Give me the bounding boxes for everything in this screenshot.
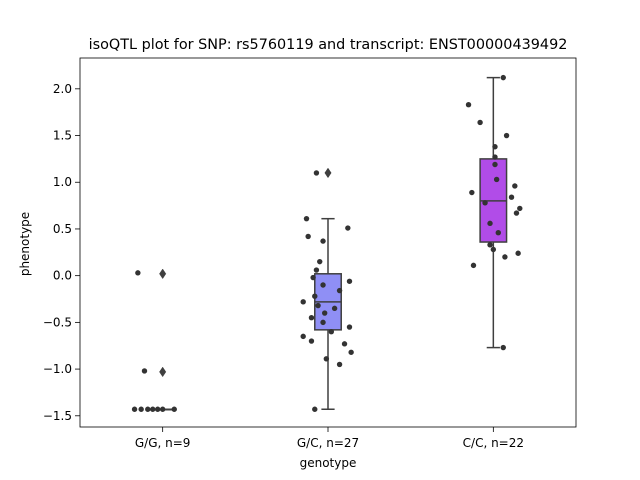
data-point (303, 215, 310, 222)
data-point (503, 132, 510, 139)
data-point (477, 119, 483, 126)
data-point (308, 338, 315, 344)
data-point (492, 154, 498, 160)
data-point (346, 278, 353, 284)
data-point (470, 262, 477, 269)
x-tick-label: G/C, n=27 (297, 436, 359, 450)
data-point (482, 200, 488, 206)
data-point (320, 319, 326, 326)
data-point (135, 270, 141, 276)
data-point (308, 315, 315, 321)
data-point (487, 242, 493, 248)
data-point (487, 220, 493, 227)
data-point (517, 205, 523, 212)
data-point (493, 176, 500, 183)
data-point (317, 258, 323, 265)
data-point (495, 229, 501, 236)
data-point (490, 246, 497, 253)
data-point (513, 210, 520, 216)
y-tick-label: −0.5 (43, 315, 72, 329)
y-tick-label: 1.5 (53, 129, 72, 143)
y-tick-label: 0.0 (53, 269, 72, 283)
y-tick-label: −1.0 (43, 362, 72, 376)
data-point (508, 194, 515, 200)
data-point (300, 299, 306, 305)
outlier-marker (324, 167, 332, 179)
plot-area: −1.5 −1.0 −0.5 0.0 0.5 1.0 1.5 2.0 G/G, n=9 G/C, … (43, 57, 577, 450)
data-point (305, 233, 311, 240)
data-point (502, 254, 508, 260)
outlier-marker (159, 268, 167, 280)
data-point (492, 161, 498, 168)
data-point (312, 293, 318, 299)
data-point (345, 225, 351, 231)
data-point (469, 189, 475, 196)
x-axis-label: genotype (300, 456, 357, 470)
data-point (131, 406, 138, 412)
data-point (328, 329, 335, 335)
data-point (310, 274, 316, 281)
data-point (346, 324, 353, 330)
y-tick-label: −1.5 (43, 409, 72, 423)
data-point (315, 302, 321, 309)
data-point (312, 406, 318, 412)
data-point (320, 238, 326, 244)
data-point (500, 344, 506, 351)
data-point (336, 287, 343, 294)
outlier-marker (159, 366, 167, 378)
x-tick-label: G/G, n=9 (135, 436, 191, 450)
data-point (515, 250, 521, 256)
data-point (321, 310, 328, 316)
data-point (492, 144, 498, 150)
data-point (323, 356, 330, 362)
data-point (512, 183, 518, 189)
y-tick-label: 1.0 (53, 175, 72, 189)
data-point (150, 406, 156, 412)
data-point (313, 170, 320, 176)
data-point (465, 102, 472, 108)
data-point (500, 74, 506, 81)
data-point (336, 361, 343, 368)
data-point (171, 406, 177, 412)
data-point (141, 368, 148, 374)
data-point (145, 406, 151, 412)
axes-frame (79, 57, 577, 428)
data-point (348, 349, 354, 355)
data-point (138, 406, 144, 412)
data-point (320, 282, 326, 288)
x-tick-label: C/C, n=22 (463, 436, 524, 450)
y-axis-label: phenotype (18, 212, 32, 276)
data-point (300, 333, 306, 340)
data-point (159, 406, 166, 412)
y-tick-label: 0.5 (53, 222, 72, 236)
data-point (341, 341, 348, 347)
chart-title: isoQTL plot for SNP: rs5760119 and trans… (89, 37, 568, 53)
data-point (313, 267, 320, 273)
y-tick-label: 2.0 (53, 82, 72, 96)
data-point (331, 305, 338, 312)
data-point (155, 406, 161, 412)
